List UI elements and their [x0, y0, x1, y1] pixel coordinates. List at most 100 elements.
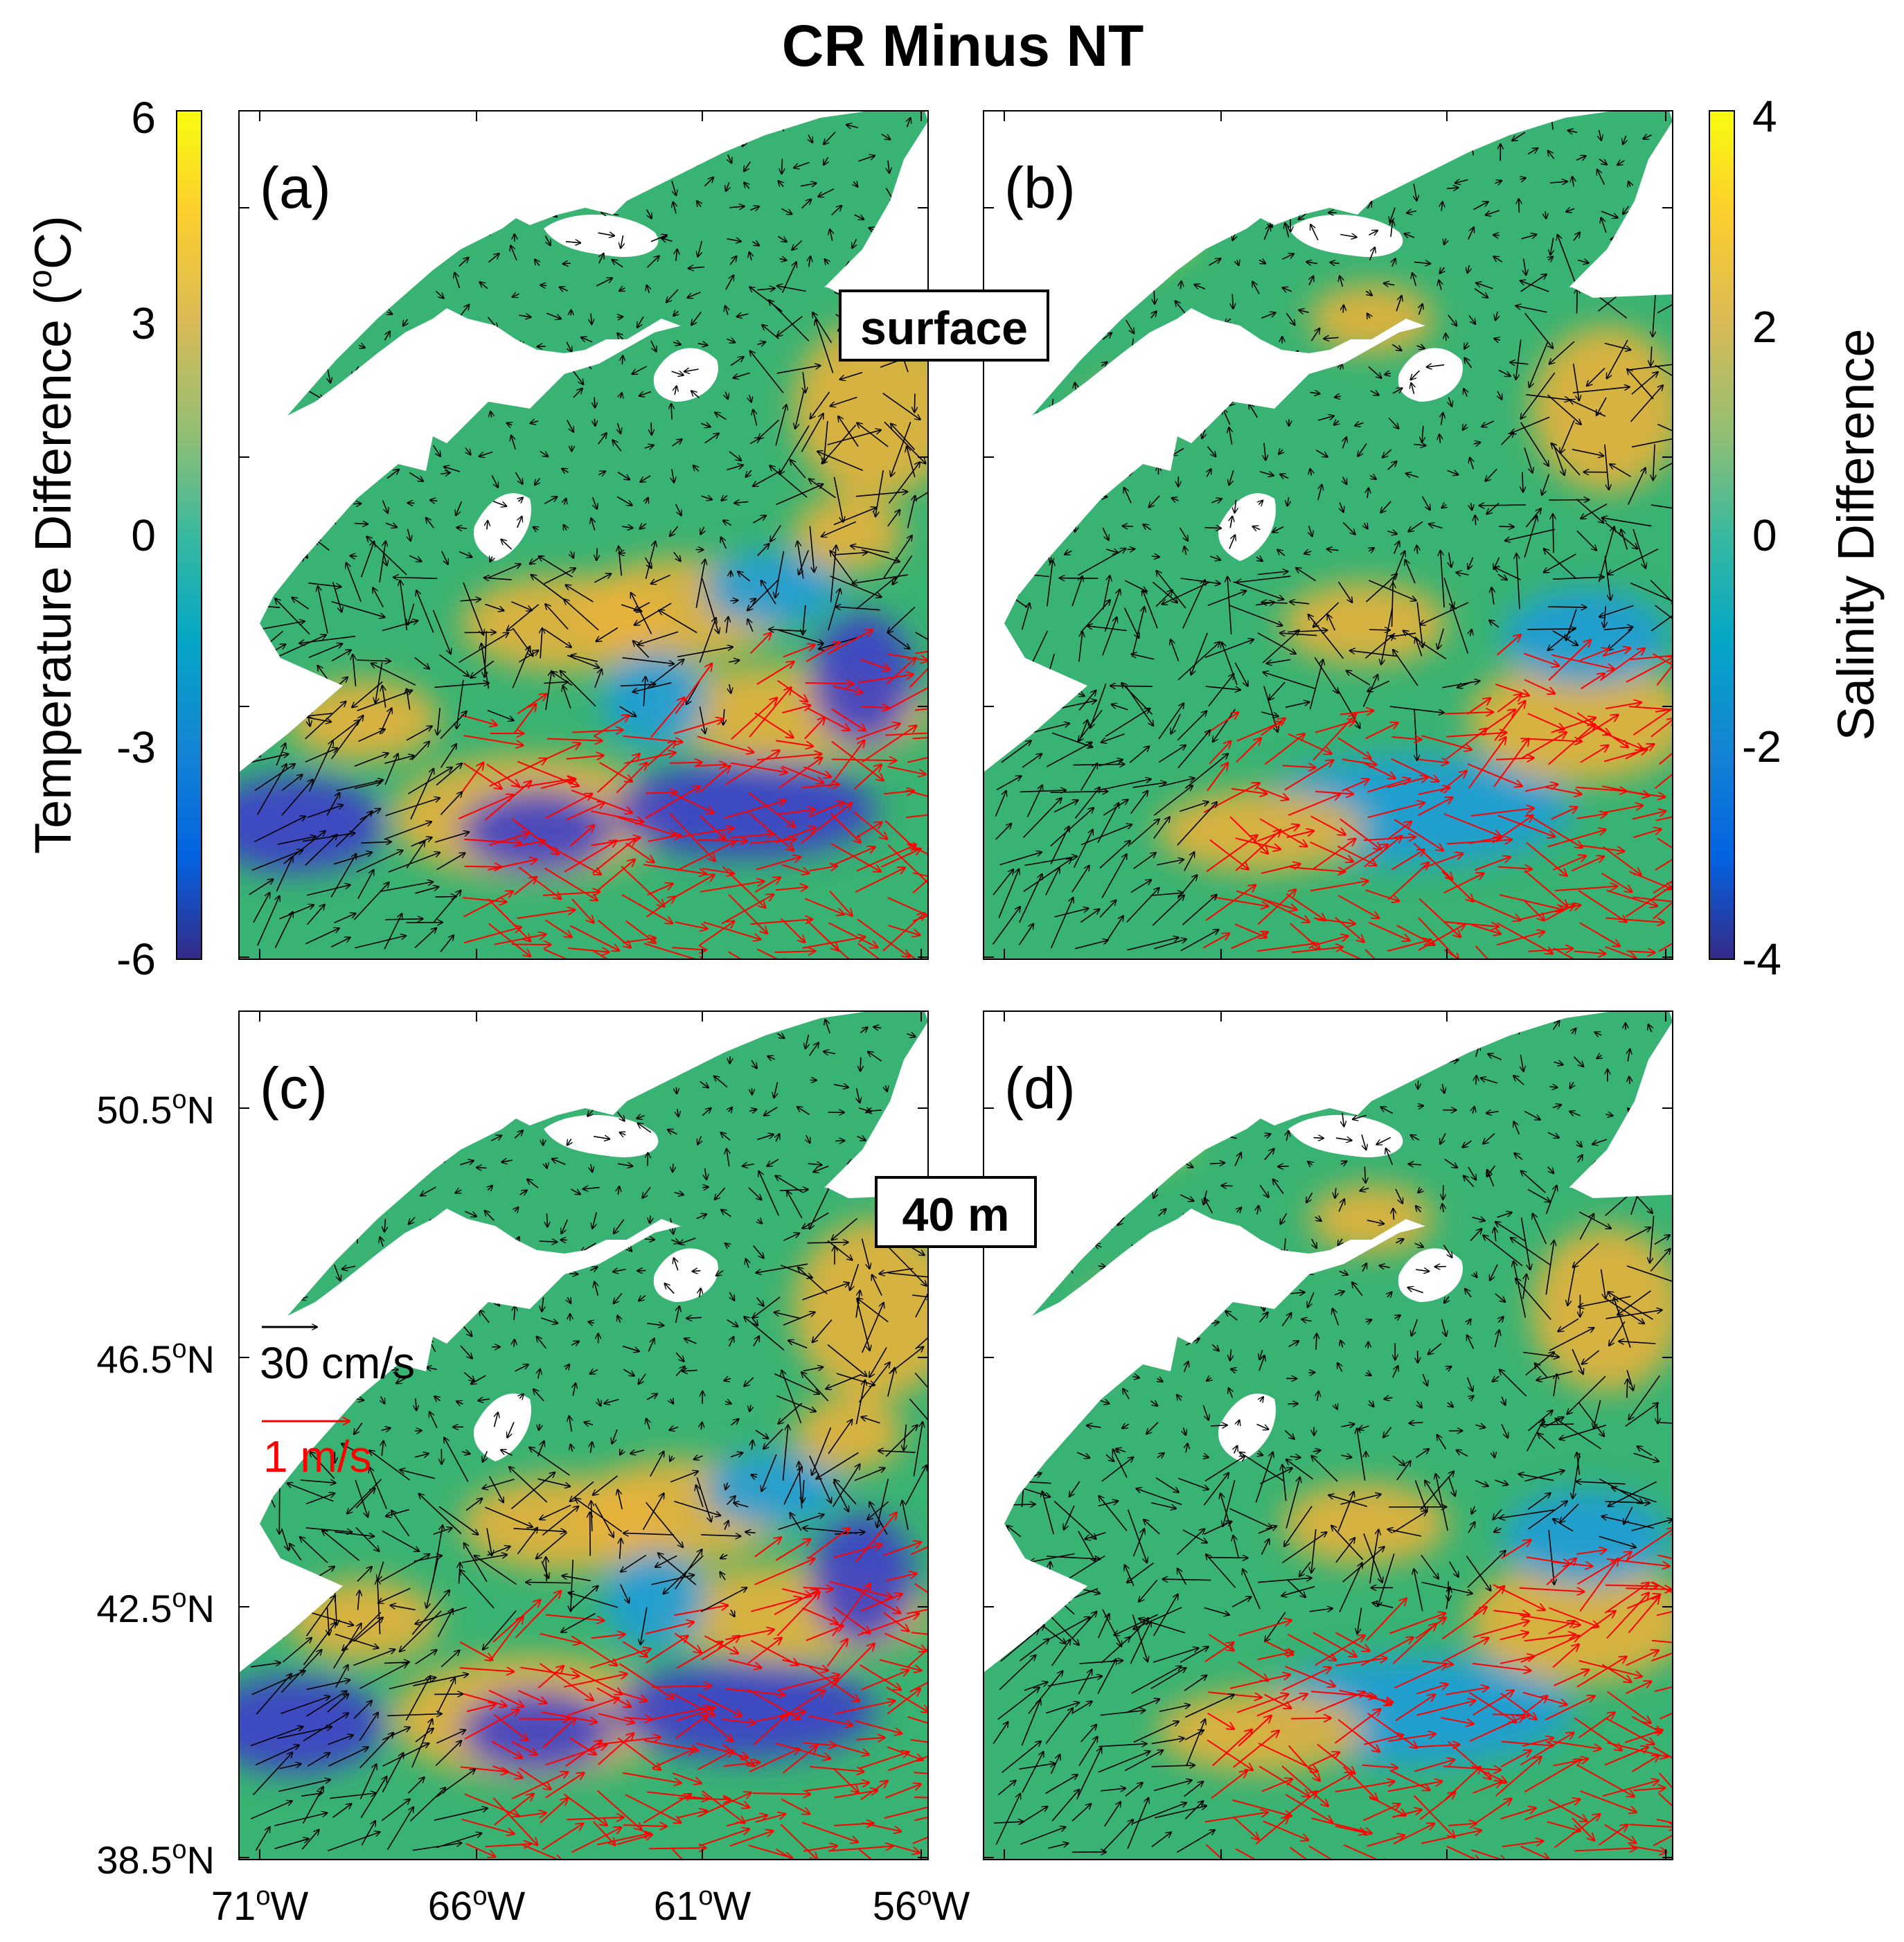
salinity-colorbar-label: Salinity Difference	[1827, 328, 1885, 740]
velocity-arrow-black	[598, 471, 605, 474]
velocity-arrow-black	[490, 411, 492, 418]
velocity-arrow-black	[750, 206, 759, 211]
velocity-arrow-black	[594, 573, 611, 583]
anomaly-patch	[703, 551, 842, 627]
velocity-arrow-black	[914, 393, 915, 412]
velocity-arrow-black	[382, 621, 418, 632]
velocity-arrow-black	[617, 472, 630, 480]
velocity-arrow-red	[593, 715, 629, 737]
velocity-arrow-black	[375, 661, 383, 703]
velocity-arrow-black	[566, 420, 573, 432]
velocity-arrow-red	[1291, 1718, 1331, 1719]
velocity-arrow-black	[704, 434, 719, 444]
velocity-arrow-black	[822, 425, 857, 464]
velocity-arrow-black	[659, 610, 697, 634]
velocity-arrow-black	[691, 391, 700, 398]
velocity-arrow-black	[715, 412, 727, 420]
map-content	[984, 111, 1673, 959]
velocity-arrow-black	[619, 706, 636, 716]
velocity-arrow-black	[432, 609, 451, 654]
velocity-arrow-black	[563, 686, 571, 709]
velocity-arrow-black	[591, 518, 594, 531]
velocity-arrow-black	[650, 235, 667, 242]
velocity-arrow-black	[834, 553, 868, 555]
velocity-arrow-black	[560, 287, 569, 291]
velocity-arrow-black	[1445, 333, 1446, 341]
velocity-arrow-black	[279, 1482, 280, 1534]
velocity-arrow-red	[650, 697, 684, 738]
island	[653, 348, 718, 402]
velocity-arrow-black	[591, 497, 598, 509]
velocity-arrow-black	[564, 599, 599, 631]
velocity-arrow-black	[441, 472, 450, 474]
velocity-arrow-black	[407, 688, 410, 710]
velocity-arrow-black	[672, 469, 674, 483]
velocity-arrow-red	[749, 633, 772, 654]
velocity-arrow-black	[403, 319, 408, 326]
velocity-arrow-black	[408, 603, 415, 625]
velocity-arrow-black	[596, 627, 619, 641]
temperature-colorbar-tick: 0	[131, 510, 156, 560]
velocity-arrow-black	[639, 391, 652, 396]
velocity-arrow-black	[790, 460, 806, 479]
velocity-arrow-black	[515, 472, 522, 484]
anomaly-patch	[1531, 1226, 1673, 1392]
velocity-arrow-red	[860, 659, 890, 670]
anomaly-patch	[1503, 1489, 1669, 1586]
velocity-arrow-black	[435, 290, 443, 299]
velocity-arrow-black	[560, 670, 596, 707]
velocity-arrow-black	[512, 646, 530, 688]
velocity-arrow-black	[672, 439, 682, 447]
velocity-arrow-black	[647, 285, 650, 294]
velocity-arrow-black	[546, 312, 561, 319]
depth-label-40m-text: 40 m	[902, 1188, 1010, 1241]
velocity-arrow-black	[747, 578, 780, 610]
velocity-arrow-black	[830, 545, 837, 603]
velocity-arrow-black	[853, 574, 908, 584]
velocity-arrow-black	[749, 252, 751, 260]
velocity-arrow-black	[830, 551, 855, 584]
velocity-arrow-black	[507, 604, 540, 631]
velocity-arrow-red	[884, 681, 928, 711]
velocity-arrow-black	[545, 604, 569, 630]
velocity-arrow-black	[809, 256, 811, 267]
velocity-arrow-black	[1577, 288, 1578, 314]
velocity-arrow-black	[729, 451, 741, 461]
longitude-axis: 71oW 66oW 61oW 56oW	[211, 1882, 970, 1929]
velocity-arrow-black	[619, 546, 621, 576]
velocity-arrow-black	[382, 500, 388, 513]
velocity-arrow-black	[456, 501, 462, 515]
velocity-arrow-black	[751, 242, 759, 246]
velocity-arrow-black	[862, 549, 900, 562]
velocity-arrow-red	[906, 952, 928, 959]
temperature-colorbar-label: Temperature Difference (oC)	[22, 215, 82, 854]
velocity-arrow-black	[463, 582, 483, 635]
velocity-arrow-black	[519, 497, 524, 501]
velocity-arrow-black	[700, 423, 710, 427]
velocity-arrow-black	[531, 575, 569, 603]
velocity-arrow-black	[750, 351, 784, 393]
velocity-arrow-black	[565, 585, 594, 603]
velocity-arrow-black	[733, 372, 750, 378]
lat-tick-label: 42.5oN	[96, 1584, 215, 1630]
velocity-arrow-black	[632, 366, 648, 374]
velocity-arrow-black	[888, 462, 920, 504]
velocity-arrow-black	[409, 472, 423, 481]
velocity-arrow-red	[783, 645, 815, 658]
map-content	[984, 1011, 1673, 1860]
velocity-arrow-black	[621, 526, 633, 528]
island	[474, 493, 531, 561]
figure-title: CR Minus NT	[782, 13, 1144, 78]
velocity-arrow-black	[275, 598, 310, 635]
velocity-arrow-black	[650, 340, 657, 352]
velocity-arrow-black	[488, 564, 521, 579]
velocity-arrow-black	[510, 245, 517, 261]
velocity-arrow-black	[730, 1056, 731, 1063]
velocity-arrow-black	[622, 355, 623, 365]
velocity-arrow-black	[828, 589, 840, 631]
velocity-arrow-black	[640, 475, 651, 482]
velocity-arrow-black	[702, 578, 719, 633]
velocity-arrow-black	[855, 577, 896, 610]
panel-a-label: (a)	[260, 155, 331, 220]
velocity-arrow-black	[1499, 526, 1514, 527]
